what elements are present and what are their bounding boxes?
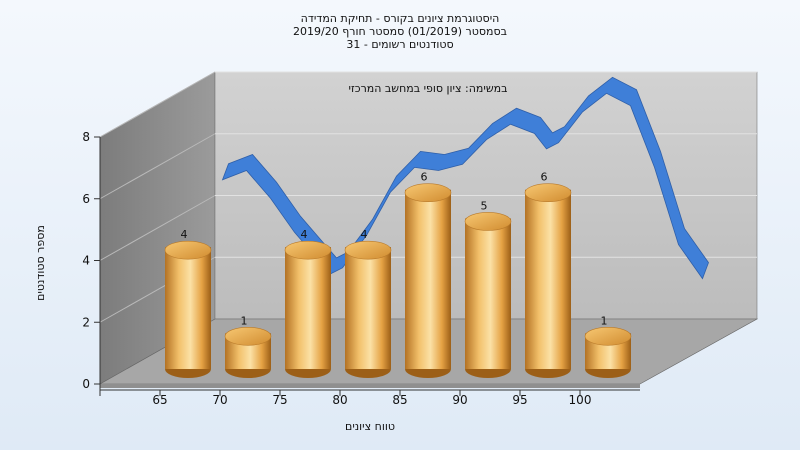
bar-value-label: 1 — [601, 314, 608, 327]
bar — [404, 183, 452, 378]
bar — [164, 240, 212, 378]
chart-title-line-1: היסטוגרמת ציונים בקורס - תחיקת המדידה — [301, 12, 500, 25]
y-tick-label: 6 — [82, 192, 90, 206]
bar-value-label: 1 — [241, 314, 248, 327]
bar — [524, 183, 572, 378]
x-tick-label: 80 — [332, 393, 347, 407]
x-axis-label: טווח ציונים — [345, 420, 395, 433]
x-tick-label: 85 — [392, 393, 407, 407]
bar-value-label: 4 — [301, 228, 308, 241]
x-axis: 65 70 75 80 85 90 95 100 — [99, 389, 640, 407]
bar — [344, 240, 392, 378]
y-tick-label: 4 — [82, 254, 90, 268]
x-tick-label: 100 — [569, 393, 592, 407]
y-axis: 0 2 4 6 8 — [82, 130, 101, 391]
bar-value-label: 4 — [181, 228, 188, 241]
y-tick-label: 0 — [82, 377, 90, 391]
y-tick-label: 2 — [82, 315, 90, 329]
x-tick-label: 65 — [152, 393, 167, 407]
bar — [464, 212, 512, 378]
bar — [584, 326, 632, 378]
x-tick-label: 90 — [452, 393, 467, 407]
chart-title-line-3: סטודנטים רשומים - 31 — [346, 38, 453, 51]
x-tick-label: 95 — [512, 393, 527, 407]
bar — [224, 326, 272, 378]
bar-value-label: 4 — [361, 228, 368, 241]
floor-front-edge — [100, 384, 640, 388]
bars: 4 1 4 4 6 5 6 1 — [164, 171, 632, 378]
chart-title-line-2: בסמסטר (01/2019) סמסטר חורף 2019/20 — [293, 25, 507, 38]
gridline-side — [99, 71, 216, 138]
x-tick-label: 70 — [212, 393, 227, 407]
gridline-side — [99, 133, 216, 200]
bar-value-label: 6 — [421, 171, 428, 184]
x-tick-label: 75 — [272, 393, 287, 407]
bar-value-label: 5 — [481, 199, 488, 212]
gridline-side — [99, 195, 216, 261]
bar-value-label: 6 — [541, 171, 548, 184]
chart-annotation: במשימה: ציון סופי במחשב המרכזי — [348, 82, 507, 95]
y-axis-label: מספר סטודנטים — [34, 225, 47, 301]
bar — [284, 240, 332, 378]
y-tick-label: 8 — [82, 130, 90, 144]
